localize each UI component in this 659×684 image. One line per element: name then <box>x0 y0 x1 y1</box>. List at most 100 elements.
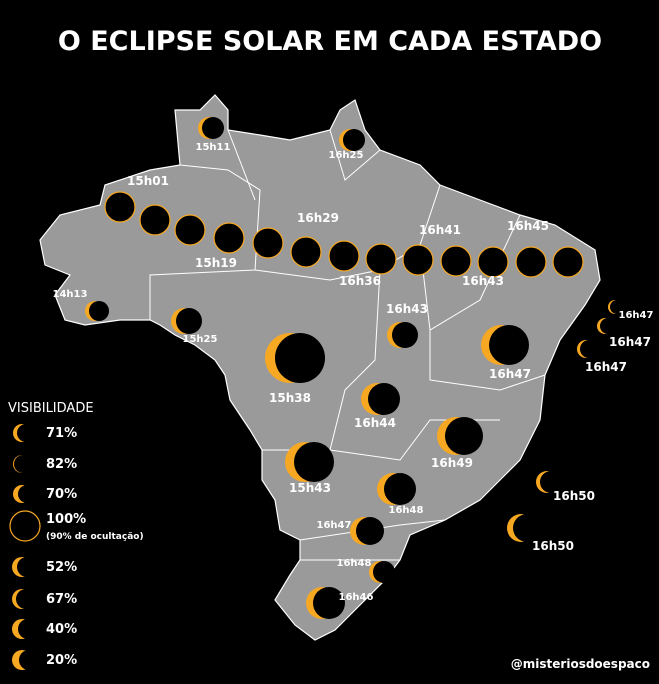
legend-note: (90% de ocultação) <box>46 532 144 542</box>
moon-disk <box>17 557 37 577</box>
time-label: 16h50 <box>553 489 595 503</box>
eclipse-icon <box>437 417 483 455</box>
moon-disk <box>17 424 35 442</box>
time-label: 16h47 <box>317 520 352 531</box>
time-label: 16h48 <box>337 558 372 569</box>
eclipse-icon <box>365 243 397 275</box>
moon-disk <box>540 471 562 493</box>
eclipse-icon <box>361 383 400 415</box>
eclipse-icon <box>213 222 245 254</box>
time-label: 15h11 <box>196 142 231 153</box>
eclipse-ring <box>252 227 284 259</box>
eclipse-ring <box>139 204 171 236</box>
eclipse-icon <box>13 455 32 473</box>
eclipse-icon <box>536 471 562 493</box>
eclipse-icon <box>12 650 39 670</box>
time-label: 16h47 <box>489 367 531 381</box>
moon-disk <box>19 650 39 670</box>
moon-disk <box>16 589 36 609</box>
moon-disk <box>392 322 418 348</box>
legend-label: 52% <box>46 560 77 575</box>
legend-label: 67% <box>46 592 77 607</box>
eclipse-icon <box>328 240 360 272</box>
eclipse-icon <box>12 619 38 639</box>
moon-disk <box>176 308 202 334</box>
moon-disk <box>580 340 598 358</box>
moon-disk <box>373 561 395 583</box>
moon-disk <box>600 318 616 334</box>
eclipse-icon <box>377 473 416 505</box>
eclipse-icon <box>477 246 509 278</box>
moon-disk <box>18 485 36 503</box>
eclipse-icon <box>198 117 224 139</box>
moon-disk <box>368 383 400 415</box>
eclipse-icon <box>507 514 541 542</box>
eclipse-icon <box>139 204 171 236</box>
time-label: 15h25 <box>183 334 218 345</box>
moon-disk <box>202 117 224 139</box>
eclipse-ring <box>9 510 41 542</box>
moon-disk <box>384 473 416 505</box>
eclipse-ring <box>328 240 360 272</box>
eclipse-icon <box>481 325 529 365</box>
eclipse-icon <box>285 442 334 482</box>
eclipse-icon <box>552 246 584 278</box>
time-label: 16h48 <box>389 505 424 516</box>
time-label: 16h25 <box>329 150 364 161</box>
eclipse-ring <box>552 246 584 278</box>
eclipse-icon <box>369 561 395 583</box>
eclipse-icon <box>608 300 624 314</box>
time-label: 16h43 <box>386 302 428 316</box>
eclipse-icon <box>13 485 36 503</box>
credit: @misteriosdoespaco <box>511 657 650 671</box>
time-label: 15h38 <box>269 391 311 405</box>
moon-disk <box>313 587 345 619</box>
eclipse-icon <box>577 340 598 358</box>
eclipse-icon <box>387 322 418 348</box>
moon-disk <box>14 455 32 473</box>
time-label: 16h43 <box>462 274 504 288</box>
time-label: 15h19 <box>195 256 237 270</box>
eclipse-ring <box>402 244 434 276</box>
eclipse-icon <box>515 246 547 278</box>
time-label: 16h50 <box>532 539 574 553</box>
eclipse-icon <box>13 424 35 442</box>
eclipse-icon <box>252 227 284 259</box>
moon-disk <box>489 325 529 365</box>
time-label: 15h43 <box>289 481 331 495</box>
eclipse-ring <box>515 246 547 278</box>
eclipse-icon <box>104 191 136 223</box>
moon-disk <box>610 300 624 314</box>
eclipse-icon <box>306 587 345 619</box>
eclipse-icon <box>290 236 322 268</box>
legend-label: 82% <box>46 457 77 472</box>
time-label: 14h13 <box>53 289 88 300</box>
moon-disk <box>343 129 365 151</box>
time-label: 16h46 <box>339 592 374 603</box>
eclipse-icon <box>350 517 384 545</box>
legend-label: 71% <box>46 426 77 441</box>
eclipse-ring <box>104 191 136 223</box>
legend-label: 70% <box>46 487 77 502</box>
eclipse-ring <box>440 245 472 277</box>
time-label: 16h41 <box>419 223 461 237</box>
time-label: 16h45 <box>507 219 549 233</box>
eclipse-icon <box>171 308 202 334</box>
time-label: 16h47 <box>609 335 651 349</box>
time-label: 16h47 <box>619 310 654 321</box>
eclipse-ring <box>174 214 206 246</box>
eclipse-icon <box>265 333 325 383</box>
eclipse-ring <box>477 246 509 278</box>
eclipse-icon <box>85 301 109 321</box>
eclipse-icon <box>174 214 206 246</box>
legend-label: 100% <box>46 512 86 527</box>
legend-title: VISIBILIDADE <box>8 401 94 416</box>
moon-disk <box>445 417 483 455</box>
eclipse-icon <box>402 244 434 276</box>
legend-label: 20% <box>46 653 77 668</box>
legend-label: 40% <box>46 622 77 637</box>
eclipse-icon <box>9 510 41 542</box>
time-label: 16h49 <box>431 456 473 470</box>
eclipse-ring <box>213 222 245 254</box>
